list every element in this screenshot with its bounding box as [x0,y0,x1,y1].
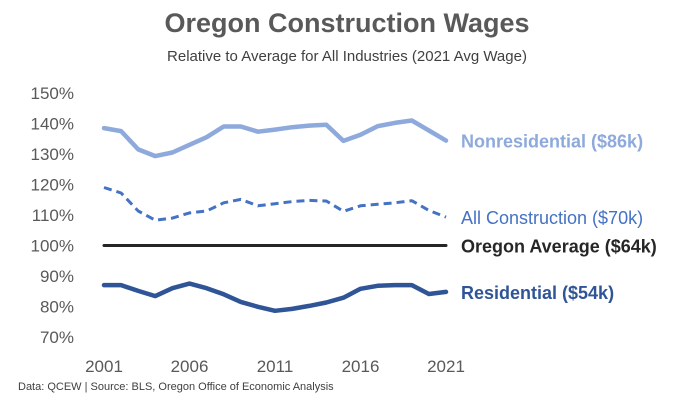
chart-title: Oregon Construction Wages [164,8,530,38]
y-tick-label: 140% [31,115,74,134]
y-tick-label: 150% [31,84,74,103]
y-tick-label: 110% [32,206,74,225]
y-tick-label: 130% [31,145,74,164]
x-tick-label: 2006 [171,357,209,376]
chart-subtitle: Relative to Average for All Industries (… [167,48,527,65]
x-tick-label: 2016 [342,357,380,376]
y-tick-label: 90% [40,267,74,286]
y-tick-label: 70% [40,328,74,347]
series-line-residential-54k [101,281,449,314]
series-line-all-construction-70k [103,186,447,222]
series-label-all-construction-70k: All Construction ($70k) [461,208,643,228]
source-footer: Data: QCEW | Source: BLS, Oregon Office … [18,381,334,393]
y-tick-label: 100% [31,237,74,256]
series-line-nonresidential-86k [101,118,449,159]
series-label-oregon-average-64k: Oregon Average ($64k) [461,237,657,257]
x-tick-label: 2001 [85,357,123,376]
series-label-residential-54k: Residential ($54k) [461,283,614,303]
y-tick-label: 80% [40,298,74,317]
x-tick-label: 2011 [257,357,294,376]
line-chart: 70% 80% 90% 100% 110% 120% 130% 140% 150% 2001 200… [31,84,657,376]
x-tick-label: 2021 [427,357,465,376]
y-tick-label: 120% [31,176,74,195]
series-label-nonresidential-86k: Nonresidential ($86k) [461,132,643,152]
